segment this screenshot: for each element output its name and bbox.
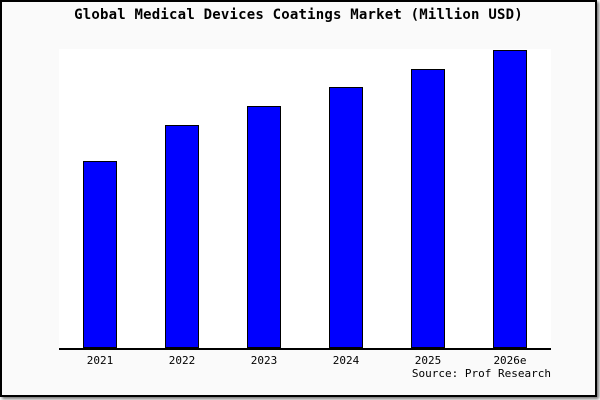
- bar-2023: [247, 106, 281, 348]
- bar-2024: [329, 87, 363, 348]
- x-axis-label-2022: 2022: [168, 354, 196, 367]
- x-axis-baseline: [59, 348, 551, 350]
- bar-2026e: [493, 50, 527, 348]
- x-axis-label-2025: 2025: [414, 354, 442, 367]
- source-credit: Source: Prof Research: [411, 367, 551, 380]
- x-axis-label-2026e: 2026e: [493, 354, 527, 367]
- x-axis-label-2021: 2021: [86, 354, 114, 367]
- bar-2021: [83, 161, 117, 348]
- x-axis-label-2023: 2023: [250, 354, 278, 367]
- bar-2022: [165, 125, 199, 348]
- bar-2025: [411, 69, 445, 348]
- plot-area: [59, 49, 551, 350]
- x-axis-labels: 2021 2022 2023 2024 2025 2026e: [59, 354, 551, 367]
- chart-title: Global Medical Devices Coatings Market (…: [74, 7, 523, 23]
- x-axis-label-2024: 2024: [332, 354, 360, 367]
